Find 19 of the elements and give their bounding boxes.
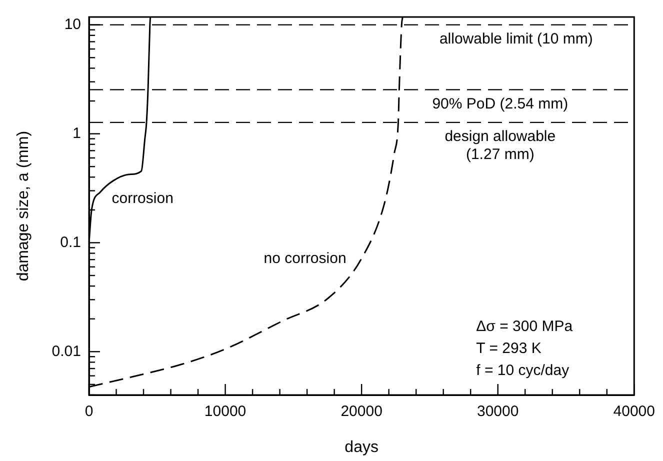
x-tick-label: 10000 bbox=[204, 403, 246, 420]
y-tick-label: 0.1 bbox=[60, 234, 81, 251]
ref-line-label: 90% PoD (2.54 mm) bbox=[432, 95, 568, 112]
annotation: Δσ = 300 MPa bbox=[476, 318, 574, 336]
series-label: corrosion bbox=[112, 190, 174, 208]
annotation: f = 10 cyc/day bbox=[476, 362, 570, 380]
y-tick-label: 10 bbox=[64, 16, 81, 33]
ref-line-label: allowable limit (10 mm) bbox=[439, 30, 593, 48]
x-axis-title: days bbox=[344, 438, 378, 456]
y-tick-label: 1 bbox=[72, 124, 81, 142]
annotation: T = 293 K bbox=[476, 340, 542, 358]
series-label: no corrosion bbox=[264, 250, 346, 268]
x-tick-label: 20000 bbox=[340, 403, 382, 420]
y-axis-title: damage size, a (mm) bbox=[15, 130, 32, 282]
ref-line-label: design allowable (1.27 mm) bbox=[444, 128, 556, 164]
x-tick-label: 40000 bbox=[613, 403, 656, 420]
x-tick-label: 30000 bbox=[477, 403, 519, 420]
y-tick-label: 0.01 bbox=[52, 342, 81, 360]
x-tick-label: 0 bbox=[84, 403, 94, 420]
